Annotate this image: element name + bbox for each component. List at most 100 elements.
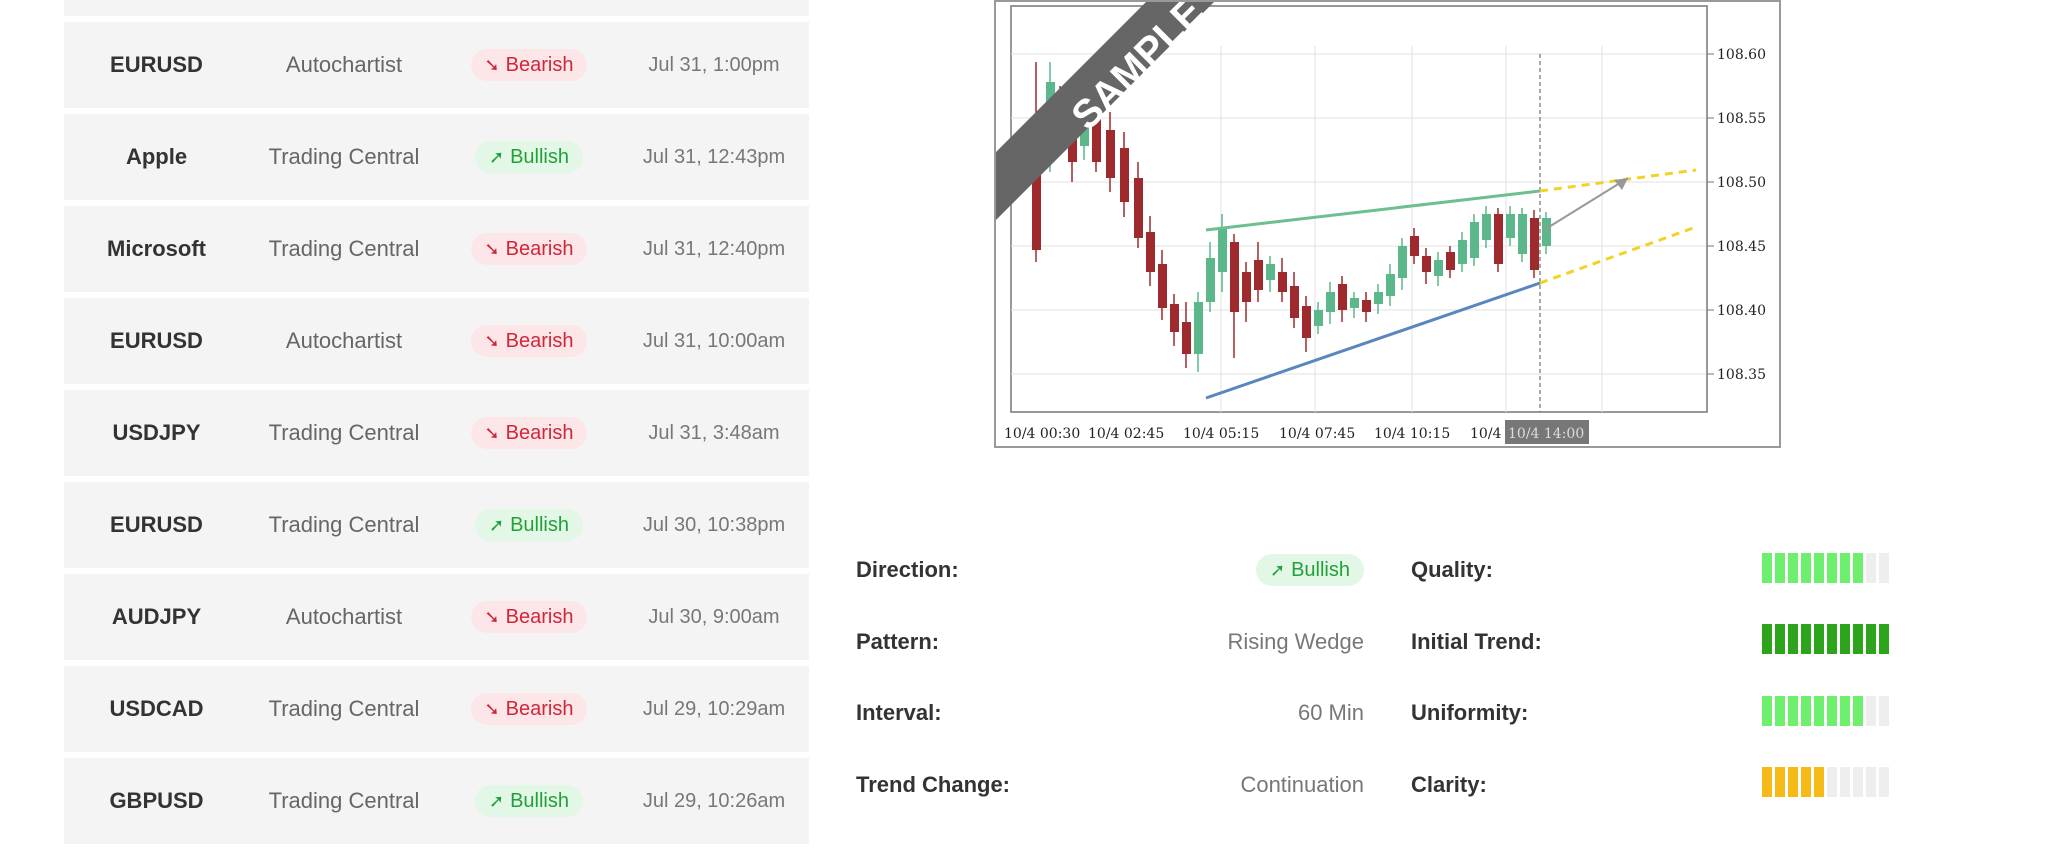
- pattern-chart-image: 108.60 108.55 108.50 108.45 108.40 108.3…: [994, 0, 1781, 448]
- signal-row[interactable]: EURUSD Autochartist ➘ Bearish Jul 31, 1:0…: [64, 22, 809, 108]
- direction-badge: ➘ Bearish: [470, 233, 588, 265]
- signal-row[interactable]: [64, 0, 809, 16]
- meter-segment: [1775, 767, 1785, 797]
- row-provider: Autochartist: [285, 604, 403, 629]
- detail-direction-badge: ➚ Bullish: [1255, 554, 1364, 586]
- trend-change-value: Continuation: [1240, 772, 1364, 797]
- direction-text: Bearish: [505, 237, 574, 260]
- candle-body: [1386, 274, 1395, 296]
- meter-segment: [1866, 767, 1876, 797]
- direction-text: Bearish: [505, 605, 574, 628]
- candle-body: [1206, 258, 1215, 302]
- row-symbol: EURUSD: [110, 328, 203, 353]
- current-time-highlight: [1505, 420, 1589, 444]
- signal-row[interactable]: USDJPY Trading Central ➘ Bearish Jul 31, …: [64, 390, 809, 476]
- row-symbol: EURUSD: [110, 52, 203, 77]
- meter-segment: [1788, 767, 1798, 797]
- candle-body: [1518, 214, 1527, 254]
- candle-body: [1106, 130, 1115, 178]
- direction-badge: ➘ Bearish: [470, 417, 588, 449]
- trend-change-label: Trend Change:: [856, 772, 1011, 797]
- meter-segment: [1814, 624, 1824, 654]
- meter-segment: [1827, 696, 1837, 726]
- direction-badge: ➚ Bullish: [474, 785, 583, 817]
- row-time: Jul 31, 12:43pm: [642, 145, 786, 168]
- arrow-down-right-icon: ➘: [484, 606, 500, 627]
- row-time: Jul 31, 1:00pm: [648, 53, 780, 76]
- candle-body: [1338, 284, 1347, 310]
- meter-segment: [1853, 553, 1863, 583]
- y-tick-label: 108.55: [1717, 111, 1766, 127]
- row-time: Jul 30, 9:00am: [648, 605, 780, 628]
- row-time: Jul 31, 10:00am: [642, 329, 786, 352]
- meter-segment: [1879, 767, 1889, 797]
- signal-row[interactable]: GBPUSD Trading Central ➚ Bullish Jul 29, …: [64, 758, 809, 844]
- meter-segment: [1801, 553, 1811, 583]
- candle-body: [1470, 222, 1479, 258]
- candle-body: [1278, 272, 1287, 292]
- signal-list: EURUSD Autochartist ➘ Bearish Jul 31, 1:0…: [64, 0, 809, 850]
- signal-row[interactable]: Microsoft Trading Central ➘ Bearish Jul 3…: [64, 206, 809, 292]
- candle-body: [1134, 178, 1143, 238]
- row-provider: Trading Central: [268, 144, 420, 169]
- row-symbol: EURUSD: [110, 512, 203, 537]
- candle-body: [1230, 242, 1239, 312]
- direction-text: Bullish: [510, 513, 569, 536]
- clarity-label: Clarity:: [1411, 772, 1487, 797]
- signal-row[interactable]: USDCAD Trading Central ➘ Bearish Jul 29, …: [64, 666, 809, 752]
- signal-row[interactable]: AUDJPY Autochartist ➘ Bearish Jul 30, 9:0…: [64, 574, 809, 660]
- candle-body: [1374, 292, 1383, 304]
- direction-badge: ➚ Bullish: [474, 141, 583, 173]
- direction-text: Bearish: [505, 697, 574, 720]
- meter-segment: [1827, 624, 1837, 654]
- arrow-down-right-icon: ➘: [484, 698, 500, 719]
- row-time: Jul 31, 3:48am: [648, 421, 780, 444]
- interval-value: 60 Min: [1297, 700, 1364, 725]
- meter-segment: [1762, 553, 1772, 583]
- candle-body: [1092, 114, 1101, 162]
- direction-text: Bearish: [505, 53, 574, 76]
- arrow-up-right-icon: ➚: [488, 790, 505, 811]
- candle-body: [1482, 214, 1491, 240]
- row-provider: Trading Central: [268, 236, 420, 261]
- direction-text: Bullish: [510, 145, 569, 168]
- y-tick-label: 108.40: [1717, 303, 1766, 319]
- x-tick-label: 10/4 02:45: [1088, 426, 1164, 442]
- meter-segment: [1814, 553, 1824, 583]
- uniformity-label: Uniformity:: [1411, 700, 1529, 725]
- meter-segment: [1788, 696, 1798, 726]
- meter-segment: [1775, 696, 1785, 726]
- candle-body: [1458, 240, 1467, 264]
- pattern-label: Pattern:: [856, 629, 940, 654]
- meter-segment: [1827, 767, 1837, 797]
- row-provider: Trading Central: [268, 420, 420, 445]
- y-tick-label: 108.45: [1717, 239, 1766, 255]
- meter-segment: [1814, 696, 1824, 726]
- candle-body: [1410, 236, 1419, 256]
- candle-body: [1446, 252, 1455, 270]
- meter-segment: [1814, 767, 1824, 797]
- row-provider: Trading Central: [268, 788, 420, 813]
- uniformity-meter: [1762, 696, 1889, 726]
- signal-row[interactable]: Apple Trading Central ➚ Bullish Jul 31, 1…: [64, 114, 809, 200]
- y-tick-label: 108.35: [1717, 367, 1766, 383]
- candle-body: [1146, 232, 1155, 272]
- row-provider: Autochartist: [285, 328, 403, 353]
- arrow-down-right-icon: ➘: [484, 422, 500, 443]
- signal-row[interactable]: EURUSD Autochartist ➘ Bearish Jul 31, 10:…: [64, 298, 809, 384]
- signal-row[interactable]: EURUSD Trading Central ➚ Bullish Jul 30, …: [64, 482, 809, 568]
- meter-segment: [1840, 767, 1850, 797]
- meter-segment: [1840, 696, 1850, 726]
- row-provider: Trading Central: [268, 512, 420, 537]
- candle-body: [1194, 302, 1203, 354]
- row-provider: Autochartist: [285, 52, 403, 77]
- arrow-up-right-icon: ➚: [488, 146, 505, 167]
- direction-badge: ➘ Bearish: [470, 601, 588, 633]
- row-symbol: AUDJPY: [111, 604, 202, 629]
- candle-body: [1218, 228, 1227, 272]
- candle-body: [1542, 218, 1551, 246]
- candle-body: [1302, 306, 1311, 338]
- meter-segment: [1788, 553, 1798, 583]
- candle-body: [1290, 286, 1299, 318]
- y-tick-label: 108.50: [1717, 175, 1766, 191]
